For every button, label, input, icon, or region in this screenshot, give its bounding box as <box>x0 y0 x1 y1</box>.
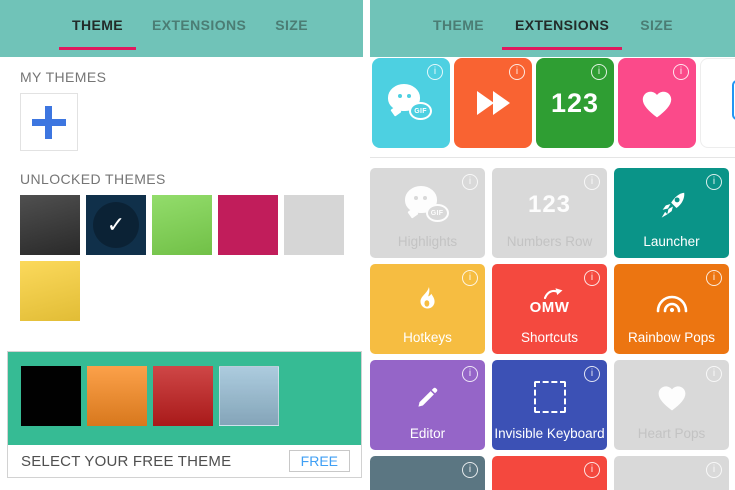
my-themes-heading: MY THEMES <box>20 69 107 85</box>
numbers-icon: 123 <box>527 191 572 218</box>
extension-label: Numbers Row <box>506 234 593 249</box>
preview-swatch-red[interactable] <box>153 366 213 426</box>
heart-icon <box>614 368 729 426</box>
fast-forward-icon <box>614 480 729 490</box>
omw-arrow-icon: OMW <box>492 272 607 330</box>
info-icon[interactable] <box>462 462 478 478</box>
free-button[interactable]: FREE <box>288 450 350 472</box>
tab-size[interactable]: SIZE <box>275 17 308 33</box>
info-icon[interactable] <box>706 270 722 286</box>
extension-label: Highlights <box>397 234 458 249</box>
featured-tile-numbers[interactable]: 123 <box>536 58 614 148</box>
info-icon[interactable] <box>706 366 722 382</box>
rocket-icon <box>614 176 729 234</box>
free-theme-preview-swatches <box>21 366 279 426</box>
info-icon[interactable] <box>462 270 478 286</box>
extension-tile-heart-pops[interactable]: Heart Pops <box>614 360 729 450</box>
extensions-grid: GIF Highlights 123 Numbers Row <box>370 168 729 490</box>
dashed-square-icon <box>492 368 607 426</box>
extension-tile-shortcuts[interactable]: OMW Shortcuts <box>492 264 607 354</box>
flame-icon <box>370 272 485 330</box>
extension-label: Invisible Keyboard <box>494 426 605 441</box>
extension-tile-partial-3[interactable] <box>614 456 729 490</box>
theme-swatch-charcoal[interactable] <box>20 195 80 255</box>
free-theme-caption: SELECT YOUR FREE THEME <box>21 452 232 470</box>
tab-extensions[interactable]: EXTENSIONS <box>501 0 623 50</box>
extension-tile-highlights[interactable]: GIF Highlights <box>370 168 485 258</box>
featured-extensions-row[interactable]: GIF 123 <box>372 58 735 148</box>
info-icon[interactable] <box>584 366 600 382</box>
theme-swatch-light-gray[interactable] <box>284 195 344 255</box>
left-tab-bar: THEME EXTENSIONS SIZE <box>0 0 363 57</box>
check-icon <box>93 202 139 248</box>
gif-bubbles-icon: GIF <box>370 176 485 234</box>
extension-tile-editor[interactable]: Editor <box>370 360 485 450</box>
theme-swatch-yellow[interactable] <box>20 261 80 321</box>
preview-swatch-powder-blue[interactable] <box>219 366 279 426</box>
theme-swatch-green[interactable] <box>152 195 212 255</box>
free-theme-footer: SELECT YOUR FREE THEME FREE <box>8 445 361 477</box>
theme-screen: THEME EXTENSIONS SIZE MY THEMES UNLOCKED… <box>0 0 363 490</box>
featured-tile-gif[interactable]: GIF <box>372 58 450 148</box>
info-icon[interactable] <box>462 174 478 190</box>
extension-tile-partial-1[interactable] <box>370 456 485 490</box>
row-divider <box>370 157 735 158</box>
info-icon[interactable] <box>584 270 600 286</box>
featured-tile-keyboard-layers[interactable] <box>700 58 735 148</box>
add-theme-button[interactable] <box>20 93 78 151</box>
extensions-screen: THEME EXTENSIONS SIZE GIF 123 <box>370 0 735 490</box>
pencil-icon <box>370 368 485 426</box>
free-theme-banner[interactable] <box>8 352 361 447</box>
theme-swatch-dark-navy-selected[interactable] <box>86 195 146 255</box>
extension-label: Editor <box>409 426 446 441</box>
info-icon[interactable] <box>427 64 443 80</box>
rainbow-icon <box>614 272 729 330</box>
free-theme-card: SELECT YOUR FREE THEME FREE <box>7 351 362 478</box>
featured-tile-heart[interactable] <box>618 58 696 148</box>
extension-tile-hotkeys[interactable]: Hotkeys <box>370 264 485 354</box>
tab-size[interactable]: SIZE <box>640 17 673 33</box>
info-icon[interactable] <box>591 64 607 80</box>
extension-label: Hotkeys <box>403 330 452 345</box>
info-icon[interactable] <box>706 174 722 190</box>
featured-tile-fast-forward[interactable] <box>454 58 532 148</box>
confetti-icon <box>492 486 607 490</box>
extension-label: Rainbow Pops <box>627 330 716 345</box>
extension-tile-launcher[interactable]: Launcher <box>614 168 729 258</box>
extension-label: Heart Pops <box>637 426 706 441</box>
preview-swatch-orange[interactable] <box>87 366 147 426</box>
plus-icon <box>45 106 52 139</box>
tab-theme[interactable]: THEME <box>433 17 484 33</box>
info-icon[interactable] <box>706 462 722 478</box>
numbers-icon: 123 <box>550 87 600 118</box>
extension-tile-numbers-row[interactable]: 123 Numbers Row <box>492 168 607 258</box>
tab-theme[interactable]: THEME <box>59 0 136 50</box>
info-icon[interactable] <box>462 366 478 382</box>
preview-swatch-black[interactable] <box>21 366 81 426</box>
gif-bubbles-icon: GIF <box>372 58 450 148</box>
unlocked-themes-heading: UNLOCKED THEMES <box>20 171 166 187</box>
unlocked-themes-row-2 <box>20 261 80 321</box>
extension-tile-invisible-keyboard[interactable]: Invisible Keyboard <box>492 360 607 450</box>
unlocked-themes-row <box>20 195 344 255</box>
tab-extensions[interactable]: EXTENSIONS <box>152 17 247 33</box>
info-icon[interactable] <box>509 64 525 80</box>
blue-layers-icon <box>701 59 735 147</box>
extension-tile-rainbow-pops[interactable]: Rainbow Pops <box>614 264 729 354</box>
info-icon[interactable] <box>584 462 600 478</box>
extension-tile-partial-2[interactable] <box>492 456 607 490</box>
extension-label: Launcher <box>643 234 700 249</box>
fast-forward-icon <box>454 58 532 148</box>
info-icon[interactable] <box>673 64 689 80</box>
extension-label: Shortcuts <box>520 330 579 345</box>
heart-icon <box>618 58 696 148</box>
right-tab-bar: THEME EXTENSIONS SIZE <box>370 0 735 57</box>
theme-swatch-magenta[interactable] <box>218 195 278 255</box>
info-icon[interactable] <box>584 174 600 190</box>
